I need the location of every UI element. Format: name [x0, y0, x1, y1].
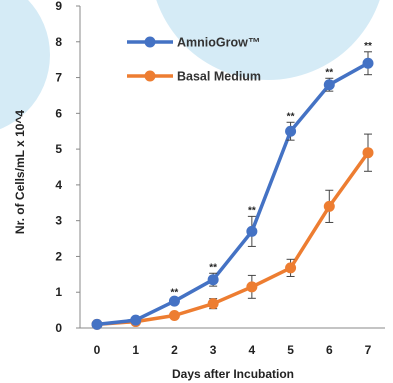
background-circle-left: [0, 0, 50, 130]
x-tick-label: 0: [94, 343, 101, 357]
x-axis-title: Days after Incubation: [172, 367, 294, 381]
legend-swatch-marker: [144, 70, 156, 82]
x-tick-label: 5: [287, 343, 294, 357]
x-tick-label: 7: [365, 343, 372, 357]
y-tick-label: 1: [55, 285, 62, 299]
y-tick-label: 9: [55, 0, 62, 13]
data-point: [207, 274, 219, 286]
data-point: [130, 314, 142, 326]
series-line: [96, 61, 369, 327]
data-point: [362, 57, 374, 69]
data-point: [323, 200, 335, 212]
data-point: [246, 225, 258, 237]
x-tick-label: 6: [326, 343, 333, 357]
y-tick-label: 3: [55, 214, 62, 228]
series-line: [96, 151, 370, 327]
data-point: [207, 298, 219, 310]
y-tick-label: 7: [55, 71, 62, 85]
y-tick-label: 2: [55, 249, 62, 263]
significance-label: **: [364, 41, 372, 52]
x-tick-label: 1: [132, 343, 139, 357]
data-point: [285, 262, 297, 274]
plot-area: 0 1 2 3 4 5 6 7 8 9 0 1 2 3 4 5 6 7 ** ** ** ** ** ** AmnioGrow™…: [55, 0, 385, 357]
legend-label: Basal Medium: [177, 70, 261, 84]
significance-label: **: [171, 287, 179, 298]
data-point: [91, 318, 103, 330]
data-point: [168, 295, 180, 307]
x-tick-label: 4: [249, 343, 256, 357]
significance-label: **: [287, 111, 295, 122]
significance-label: **: [209, 262, 217, 273]
y-tick-label: 6: [55, 106, 62, 120]
x-tick-label: 3: [210, 343, 217, 357]
y-axis-title: Nr. of Cells/mL x 10^4: [13, 110, 27, 234]
data-point: [168, 309, 180, 321]
data-point: [246, 281, 258, 293]
significance-label: **: [248, 205, 256, 216]
y-tick-label: 5: [55, 142, 62, 156]
data-point: [323, 79, 335, 91]
significance-label: **: [325, 67, 333, 78]
background-circle-top: [156, 0, 380, 80]
data-point: [285, 125, 297, 137]
legend-label: AmnioGrow™: [177, 36, 260, 50]
data-point: [362, 147, 374, 159]
y-tick-label: 4: [55, 178, 62, 192]
y-tick-label: 8: [55, 35, 62, 49]
x-tick-label: 2: [171, 343, 178, 357]
legend-swatch-marker: [144, 36, 156, 48]
y-tick-label: 0: [55, 321, 62, 335]
